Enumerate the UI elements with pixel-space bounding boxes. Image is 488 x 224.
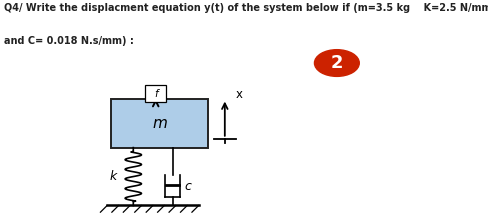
- Text: x: x: [235, 88, 242, 101]
- Text: Q4/ Write the displacment equation y(t) of the system below if (m=3.5 kg    K=2.: Q4/ Write the displacment equation y(t) …: [4, 3, 488, 13]
- Bar: [145, 85, 166, 102]
- Text: 2: 2: [331, 54, 343, 72]
- Circle shape: [314, 50, 359, 76]
- Text: c: c: [185, 179, 192, 192]
- Text: f: f: [154, 89, 158, 99]
- Bar: [111, 99, 208, 148]
- Text: k: k: [109, 170, 116, 183]
- Text: m: m: [152, 116, 167, 131]
- Text: and C= 0.018 N.s/mm) :: and C= 0.018 N.s/mm) :: [4, 36, 134, 46]
